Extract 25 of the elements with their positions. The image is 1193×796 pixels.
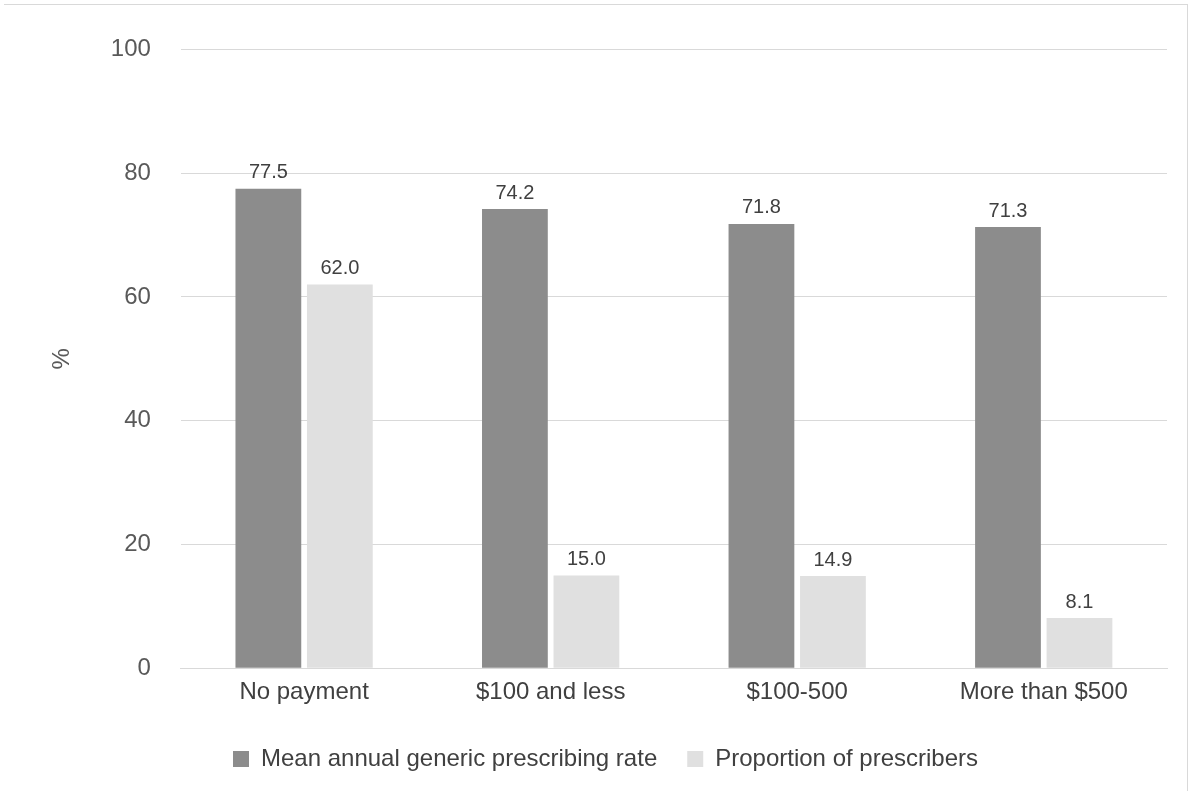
y-tick-label: 20	[124, 529, 151, 557]
x-tick-label: More than $500	[959, 677, 1128, 705]
bar	[235, 188, 302, 668]
text: 15.0	[566, 546, 606, 569]
bar	[975, 227, 1041, 668]
x-tick-label: $100-500	[746, 677, 848, 705]
text: 71.8	[741, 195, 781, 218]
text: 62.0	[320, 256, 360, 279]
text: 71.3	[988, 198, 1028, 221]
y-tick-label: 100	[110, 34, 151, 62]
bar	[482, 209, 548, 668]
y-tick-label: 80	[124, 157, 151, 185]
text: 77.5	[248, 160, 288, 183]
text: 74.2	[495, 180, 535, 203]
legend-label: Proportion of prescribers	[715, 743, 979, 771]
legend-label: Mean annual generic prescribing rate	[260, 743, 658, 771]
x-tick-label: $100 and less	[475, 677, 626, 705]
y-tick-label: 0	[137, 652, 151, 680]
y-tick-label: 40	[124, 405, 151, 433]
text: 8.1	[1065, 589, 1094, 612]
x-tick-label: No payment	[239, 677, 370, 705]
bar	[728, 223, 795, 668]
y-axis-title: %	[47, 348, 75, 370]
text: 14.9	[813, 547, 853, 570]
y-tick-label: 60	[124, 281, 151, 309]
